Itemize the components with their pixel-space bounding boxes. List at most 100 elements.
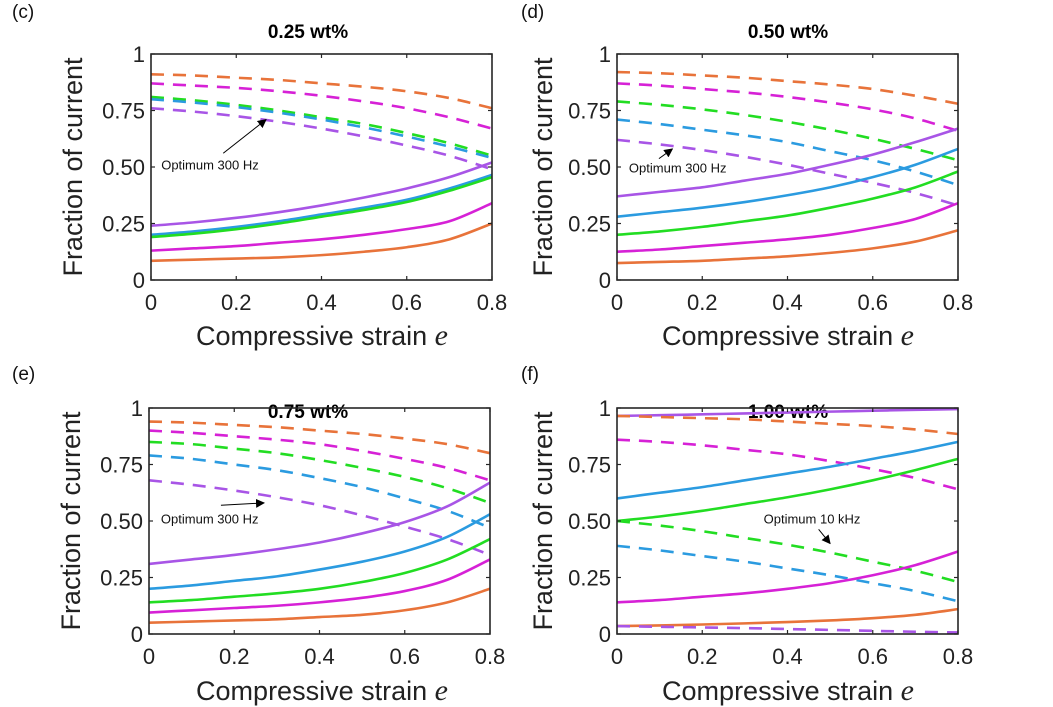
panel-label: (d): [521, 2, 544, 23]
series-orange-dashed-line: [617, 70, 959, 105]
series-orange-dashed-line: [151, 73, 493, 110]
y-tick-label: 1: [133, 42, 145, 67]
y-tick-label: 0.25: [568, 212, 611, 237]
series-magenta-solid-line: [617, 201, 959, 254]
x-tick-label: 0.6: [391, 290, 422, 315]
chart-panel-d: (d) 0.50 wt% 0 0.2 0.4 0.6 0.8 0 0.25 0.50 0.75 1 Fr…: [521, 2, 973, 352]
series-purple-solid-line: [151, 161, 493, 228]
y-axis-label: Fraction of current: [528, 411, 558, 631]
chart-panel-f: (f)1.00 wt%0 0.2 0.4 0.6 0.800.250.500.751Fr…: [521, 364, 973, 707]
series-green-solid-line: [149, 537, 491, 604]
y-tick-label: 0: [131, 622, 143, 647]
series-blue-dashed-line: [617, 544, 959, 603]
chart-title: 0.25 wt%: [268, 22, 348, 43]
x-tick-label: 0.2: [687, 290, 718, 315]
y-axis-label: Fraction of current: [56, 411, 86, 631]
series-orange-dashed-line: [617, 414, 959, 436]
x-axis-label: Compressive strain e: [662, 319, 914, 352]
x-tick-label: 0: [611, 644, 623, 669]
y-tick-label: 0.50: [568, 155, 611, 180]
series-magenta-dashed-line: [149, 429, 491, 482]
x-axis-variable: e: [901, 319, 914, 352]
series-group: [617, 407, 959, 634]
series-blue-solid-line: [617, 440, 959, 500]
panel-label: (c): [12, 2, 34, 23]
series-orange-solid-line: [149, 587, 491, 624]
series-blue-dashed-line: [149, 454, 491, 529]
panel-label: (e): [12, 364, 35, 385]
series-blue-dashed-line: [151, 97, 493, 160]
x-tick-label: 0.8: [477, 290, 508, 315]
y-tick-label: 0.25: [100, 566, 143, 591]
y-tick-label: 0.75: [568, 453, 611, 478]
x-axis-variable: e: [435, 674, 448, 707]
annotation-label: Optimum 10 kHz: [764, 511, 861, 526]
x-tick-label: 0.2: [219, 644, 250, 669]
x-axis-label-text: Compressive strain: [662, 676, 901, 706]
chart-panel-e: (e) 0.75 wt% 0 0.2 0.4 0.6 0.8 0 0.25 0.50 0.75 1 Fr…: [12, 364, 505, 707]
series-blue-solid-line: [617, 147, 959, 219]
y-tick-label: 0.75: [100, 453, 143, 478]
y-tick-label: 0.50: [102, 155, 145, 180]
series-green-dashed-line: [149, 440, 491, 505]
series-purple-solid-line: [149, 481, 491, 566]
y-axis-label: Fraction of current: [58, 57, 88, 277]
annotation-label: Optimum 300 Hz: [161, 157, 259, 172]
x-tick-label: 0.2: [221, 290, 252, 315]
x-tick-label: 0.4: [772, 290, 803, 315]
y-tick-label: 0.50: [100, 509, 143, 534]
y-tick-label: 0.25: [568, 566, 611, 591]
series-orange-dashed-line: [149, 420, 491, 455]
chart-title: 0.75 wt%: [268, 402, 348, 423]
series-purple-solid-line: [617, 127, 959, 198]
x-tick-label: 0.8: [943, 290, 974, 315]
x-tick-label: 0.8: [943, 644, 974, 669]
x-axis-label: Compressive strain e: [196, 319, 448, 352]
y-tick-label: 1: [599, 42, 611, 67]
annotation-arrow: [220, 498, 265, 508]
x-tick-label: 0.8: [475, 644, 506, 669]
x-tick-label: 0: [145, 290, 157, 315]
y-tick-label: 1: [599, 396, 611, 421]
chart-title: 0.50 wt%: [748, 22, 828, 43]
series-group: [617, 70, 959, 265]
series-orange-solid-line: [617, 607, 959, 628]
series-magenta-solid-line: [151, 201, 493, 252]
series-blue-solid-line: [149, 513, 491, 591]
series-green-solid-line: [151, 175, 493, 239]
series-purple-dashed-line: [149, 479, 491, 557]
x-axis-label: Compressive strain e: [662, 674, 914, 707]
x-tick-label: 0: [611, 290, 623, 315]
x-axis-variable: e: [901, 674, 914, 707]
x-axis-variable: e: [435, 319, 448, 352]
series-magenta-dashed-line: [617, 438, 959, 491]
annotation-label: Optimum 300 Hz: [629, 161, 727, 176]
y-tick-label: 0: [599, 268, 611, 293]
x-tick-label: 0: [143, 644, 155, 669]
series-blue-solid-line: [151, 173, 493, 237]
x-tick-label: 0.4: [772, 644, 803, 669]
series-purple-dashed-line: [617, 624, 959, 634]
x-tick-label: 0.6: [857, 644, 888, 669]
y-tick-label: 0.75: [568, 99, 611, 124]
series-group: [149, 420, 491, 624]
series-purple-solid-line: [617, 407, 959, 418]
series-magenta-dashed-line: [151, 82, 493, 130]
annotation-arrow: [222, 118, 267, 154]
y-tick-label: 0: [599, 622, 611, 647]
series-orange-solid-line: [151, 222, 493, 263]
series-magenta-dashed-line: [617, 82, 959, 133]
x-tick-label: 0.4: [306, 290, 337, 315]
series-group: [151, 73, 493, 263]
panels-container: (c) 0.25 wt% 0 0.2 0.4 0.6 0.8 0 0.25 0.50 0.75 1 Fr…: [12, 2, 973, 707]
x-tick-label: 0.2: [687, 644, 718, 669]
annotation-arrow: [818, 528, 831, 545]
y-tick-label: 0.75: [102, 99, 145, 124]
x-axis-label: Compressive strain e: [196, 674, 448, 707]
x-axis-label-text: Compressive strain: [662, 321, 901, 351]
annotation-arrow: [658, 148, 674, 160]
y-tick-label: 0.25: [102, 212, 145, 237]
x-tick-label: 0.6: [389, 644, 420, 669]
series-magenta-solid-line: [149, 558, 491, 614]
